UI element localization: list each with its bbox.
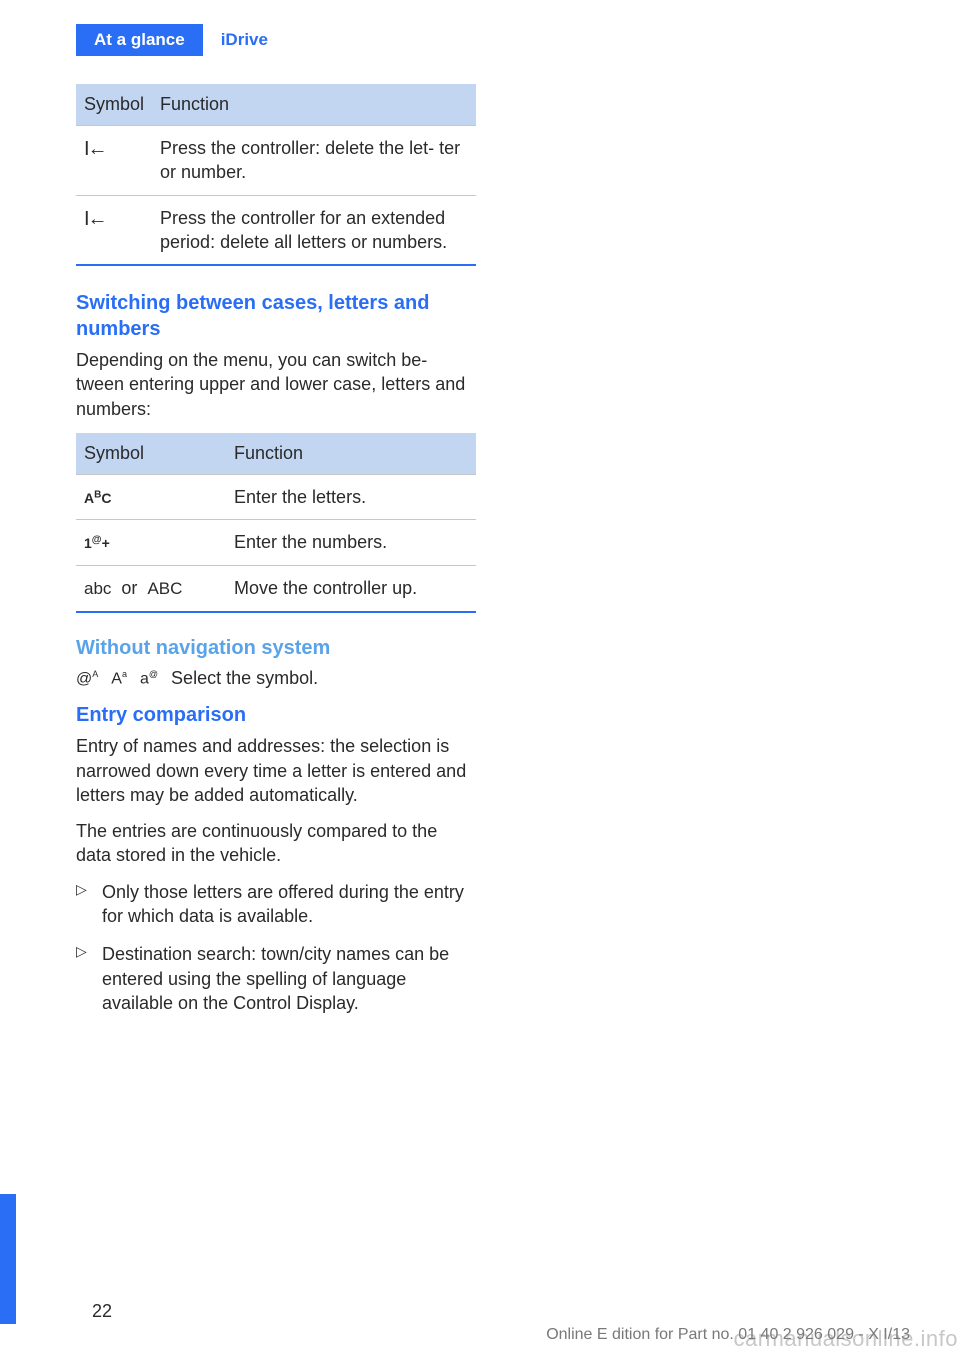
bullet-list: Only those letters are offered during th… — [76, 880, 476, 1015]
function-cell: Press the controller: delete the let‐ te… — [152, 126, 476, 196]
symbol-cell: 1@+ — [76, 520, 226, 565]
symbols-select-line: @A Aa a@ Select the symbol. — [76, 666, 476, 691]
back-arrow-icon: I← — [84, 138, 106, 160]
manual-page: At a glance iDrive Symbol Function I← Pr… — [0, 0, 960, 1362]
table-row: 1@+ Enter the numbers. — [76, 520, 476, 565]
table-row: ABC Enter the letters. — [76, 475, 476, 520]
table-row: I← Press the controller for an extended … — [76, 195, 476, 265]
symbol-cell: I← — [76, 195, 152, 265]
watermark-text: carmanualsonline.info — [733, 1326, 958, 1352]
numbers-icon: 1@+ — [84, 535, 110, 551]
page-number: 22 — [92, 1301, 112, 1322]
para-switching: Depending on the menu, you can switch be… — [76, 348, 476, 421]
col-symbol: Symbol — [76, 84, 152, 126]
heading-without-nav: Without navigation system — [76, 637, 476, 660]
tab-idrive: iDrive — [203, 24, 286, 56]
para-entry-2: The entries are continuously compared to… — [76, 819, 476, 868]
symbol-function-table-2: Symbol Function ABC Enter the letters. 1… — [76, 433, 476, 613]
back-arrow-icon: I← — [84, 208, 106, 230]
function-cell: Enter the numbers. — [226, 520, 476, 565]
symbol-cell: I← — [76, 126, 152, 196]
symbol-option-icon: @A — [76, 668, 98, 690]
col-function: Function — [152, 84, 476, 126]
function-cell: Press the controller for an extended per… — [152, 195, 476, 265]
symbol-function-table-1: Symbol Function I← Press the controller:… — [76, 84, 476, 266]
col-function: Function — [226, 433, 476, 475]
table-header-row: Symbol Function — [76, 433, 476, 475]
content-column: Symbol Function I← Press the controller:… — [76, 84, 476, 1029]
function-cell: Move the controller up. — [226, 565, 476, 611]
col-symbol: Symbol — [76, 433, 226, 475]
header-tabs: At a glance iDrive — [76, 24, 286, 56]
table-row: I← Press the controller: delete the let‐… — [76, 126, 476, 196]
select-symbol-text: Select the symbol. — [171, 668, 318, 688]
symbol-option-icon: Aa — [111, 668, 127, 690]
para-entry-1: Entry of names and addresses: the select… — [76, 734, 476, 807]
table-header-row: Symbol Function — [76, 84, 476, 126]
function-cell: Enter the letters. — [226, 475, 476, 520]
list-item: Only those letters are offered during th… — [76, 880, 476, 929]
heading-entry-comparison: Entry comparison — [76, 702, 476, 728]
list-item: Destination search: town/city names can … — [76, 942, 476, 1015]
case-toggle-icon: abc — [84, 579, 111, 598]
edge-tab — [0, 1194, 16, 1324]
case-toggle-icon: ABC — [147, 579, 182, 598]
symbol-option-icon: a@ — [140, 668, 158, 690]
symbol-cell: abc or ABC — [76, 565, 226, 611]
tab-at-a-glance: At a glance — [76, 24, 203, 56]
letters-icon: ABC — [84, 490, 111, 506]
symbol-cell: ABC — [76, 475, 226, 520]
heading-switching: Switching between cases, letters and num… — [76, 290, 476, 342]
table-row: abc or ABC Move the controller up. — [76, 565, 476, 611]
